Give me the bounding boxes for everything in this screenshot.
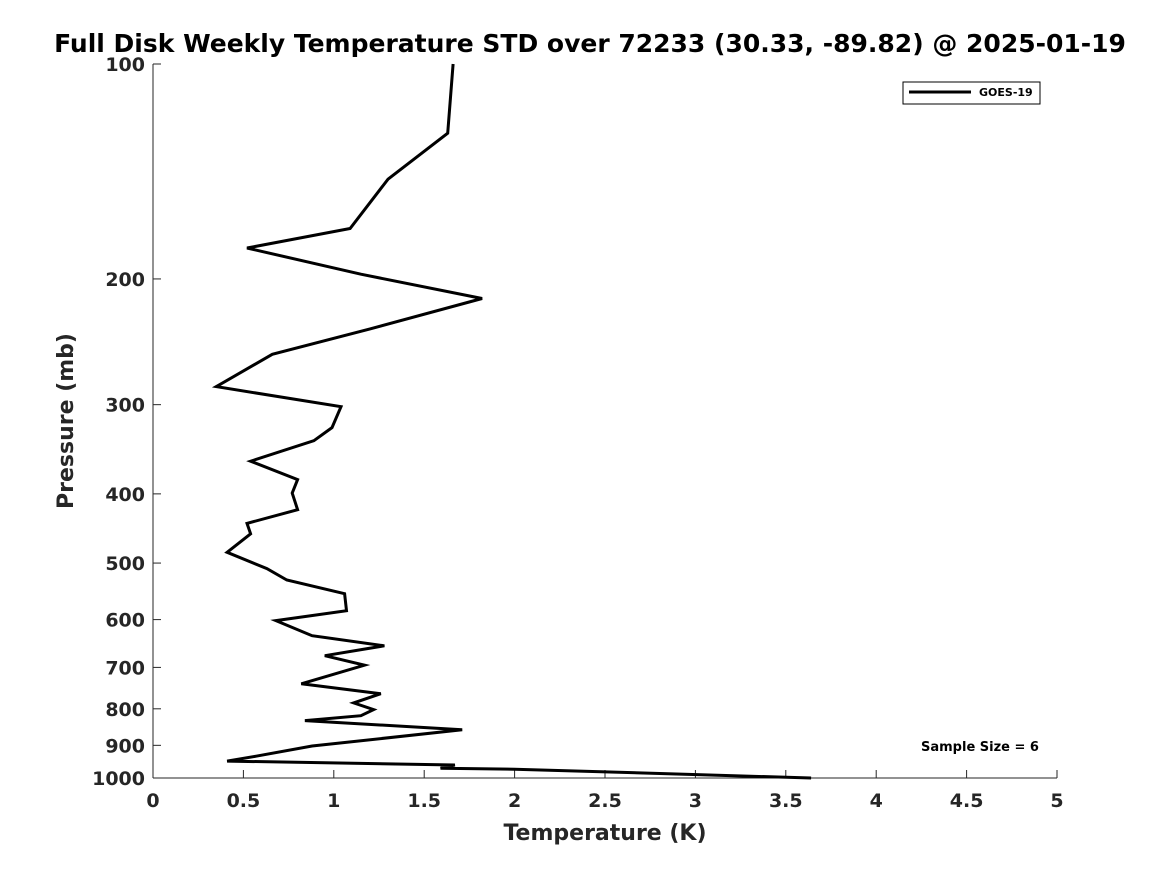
chart-title: Full Disk Weekly Temperature STD over 72… [54,29,1126,58]
x-tick-label: 3.5 [769,790,803,812]
y-axis-ticks: 100 200 300 400 500 600 700 800 900 1000 [92,54,161,790]
sample-size-annotation: Sample Size = 6 [921,740,1039,755]
y-tick-label: 500 [105,553,145,575]
legend: GOES-19 [902,81,1041,105]
x-tick-label: 3 [689,790,702,812]
y-tick-label: 1000 [92,768,145,790]
x-tick-label: 4.5 [950,790,984,812]
x-tick-label: 2 [508,790,521,812]
plot-axes [152,64,1057,779]
x-tick-label: 1 [327,790,340,812]
x-tick-label: 5 [1050,790,1063,812]
y-tick-label: 700 [105,657,145,679]
y-tick-label: 900 [105,735,145,757]
x-tick-label: 0.5 [227,790,261,812]
x-tick-label: 4 [870,790,883,812]
y-tick-label: 400 [105,484,145,506]
x-axis-ticks: 0 0.5 1 1.5 2 2.5 3 3.5 4 4.5 5 [146,770,1064,812]
legend-label: GOES-19 [979,86,1033,99]
y-tick-label: 800 [105,699,145,721]
y-axis-label: Pressure (mb) [54,333,79,509]
series-layer [211,63,812,780]
x-tick-label: 0 [146,790,159,812]
x-tick-label: 2.5 [588,790,622,812]
x-axis-label: Temperature (K) [503,821,706,846]
y-tick-label: 200 [105,269,145,291]
x-tick-label: 1.5 [407,790,441,812]
legend-box [902,81,1041,105]
y-tick-label: 300 [105,395,145,417]
series-line-1 [211,63,812,780]
y-tick-label: 100 [105,54,145,76]
y-tick-label: 600 [105,610,145,632]
